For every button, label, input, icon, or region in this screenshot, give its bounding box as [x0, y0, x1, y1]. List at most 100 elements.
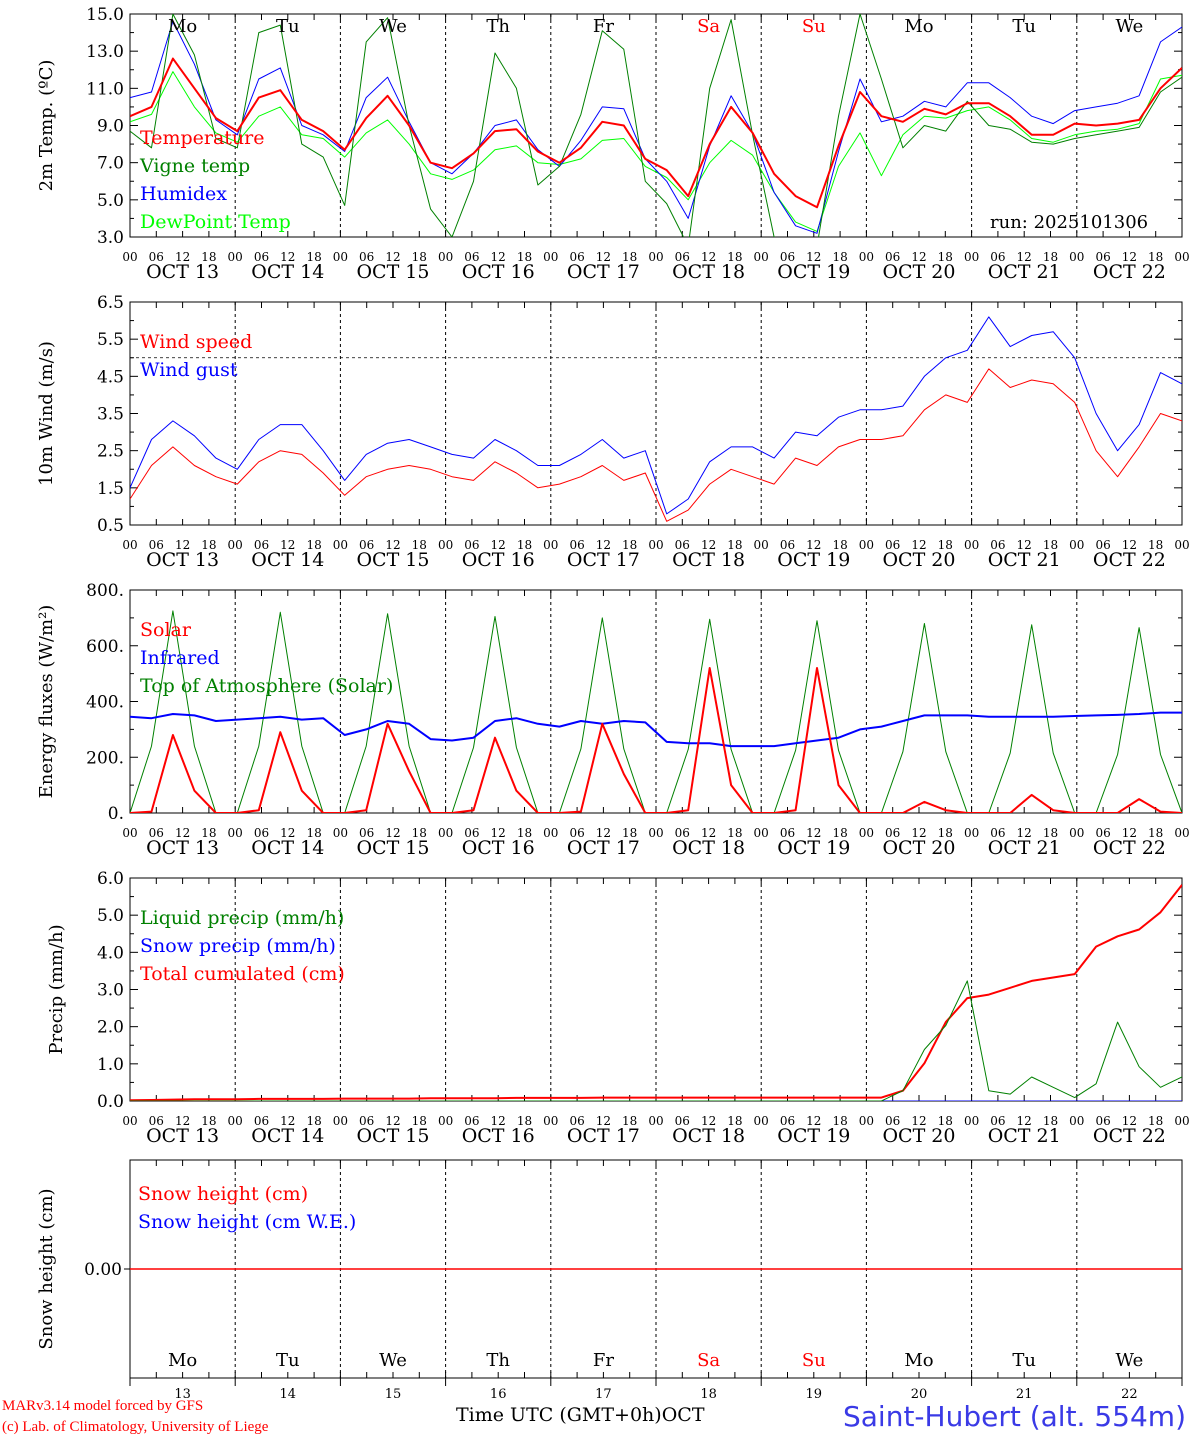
hour-tick-label: 06 [1095, 1114, 1110, 1128]
date-label: OCT 15 [356, 837, 429, 859]
panel-wind: 0.5 1.5 2.5 3.5 4.5 5.5 6.5 10m Wind (m/s) Wind … [36, 293, 1190, 571]
hour-tick-label: 12 [385, 250, 400, 264]
hour-tick-label: 18 [622, 826, 637, 840]
hour-tick-label: 00 [438, 538, 453, 552]
weekday-label: Mo [168, 16, 197, 37]
series-line-dewpoint-temp [130, 71, 1182, 232]
hour-tick-label: 00 [228, 826, 243, 840]
legend-entry: Wind speed [140, 331, 252, 353]
hour-tick-label: 12 [175, 826, 190, 840]
date-label: OCT 14 [251, 549, 324, 571]
hour-tick-label: 12 [806, 826, 821, 840]
hour-tick-label: 18 [727, 250, 742, 264]
hour-tick-label: 06 [990, 250, 1005, 264]
legend-entry: Humidex [140, 183, 227, 205]
y-axis-label: Energy fluxes (W/m²) [36, 605, 57, 799]
hour-tick-label: 00 [333, 826, 348, 840]
weekday-label: Th [486, 1350, 510, 1371]
hour-tick-label: 00 [964, 538, 979, 552]
date-label: OCT 13 [146, 837, 219, 859]
y-tick-label: 400. [86, 693, 124, 713]
hour-tick-label: 12 [596, 1114, 611, 1128]
weekday-label: We [379, 16, 407, 37]
date-label: OCT 20 [882, 261, 955, 283]
y-tick-label: 800. [86, 581, 124, 601]
hour-tick-label: 18 [1043, 250, 1058, 264]
series-line-wind-speed [130, 368, 1182, 522]
date-label: OCT 18 [672, 837, 745, 859]
date-label: OCT 20 [882, 1125, 955, 1147]
weekday-label: Su [802, 16, 826, 37]
date-label: OCT 19 [777, 549, 850, 571]
hour-tick-label: 06 [1095, 538, 1110, 552]
hour-tick-label: 18 [517, 1114, 532, 1128]
panel-frame [129, 589, 1183, 814]
day-number-label: 15 [385, 1387, 402, 1402]
hour-tick-label: 06 [359, 538, 374, 552]
legend-entry: Temperature [140, 127, 264, 149]
hour-tick-label: 18 [201, 250, 216, 264]
date-label: OCT 22 [1093, 549, 1166, 571]
hour-tick-label: 06 [569, 826, 584, 840]
weekday-label: We [1116, 16, 1144, 37]
hour-tick-label: 00 [438, 826, 453, 840]
date-label: OCT 15 [356, 549, 429, 571]
panel-precip: 0.0 1.0 2.0 3.0 4.0 5.0 6.0 Precip (mm/h) Liquid… [46, 869, 1190, 1147]
station-title: Saint-Hubert (alt. 554m) [842, 1400, 1186, 1433]
hour-tick-label: 00 [648, 538, 663, 552]
y-tick-label: 0.00 [84, 1260, 122, 1280]
hour-tick-label: 00 [333, 538, 348, 552]
legend-entry: Snow precip (mm/h) [140, 935, 336, 957]
hour-tick-label: 06 [780, 538, 795, 552]
hour-tick-label: 00 [122, 250, 137, 264]
series-line-vigne-temp [130, 14, 1182, 237]
hour-tick-label: 00 [648, 1114, 663, 1128]
hour-tick-label: 06 [885, 826, 900, 840]
hour-tick-label: 06 [990, 1114, 1005, 1128]
hour-tick-label: 06 [149, 250, 164, 264]
panel-snow: 0.00 Snow height (cm) Snow height (cm) Snow… [36, 1159, 1183, 1402]
y-tick-label: 600. [86, 637, 124, 657]
hour-tick-label: 06 [464, 826, 479, 840]
time-axis-label: Time UTC (GMT+0h)OCT [456, 1404, 705, 1426]
copyright-credit: (c) Lab. of Climatology, University of L… [2, 1419, 269, 1435]
hour-tick-label: 00 [648, 826, 663, 840]
hour-tick-label: 00 [438, 250, 453, 264]
hour-tick-label: 12 [1017, 538, 1032, 552]
hour-tick-label: 06 [885, 538, 900, 552]
hour-tick-label: 12 [806, 538, 821, 552]
hour-tick-label: 00 [228, 1114, 243, 1128]
hour-tick-label: 18 [306, 826, 321, 840]
series-line-top-of-atmosphere-solar [130, 610, 1182, 813]
hour-tick-label: 12 [701, 250, 716, 264]
hour-tick-label: 06 [675, 1114, 690, 1128]
weekday-label: Tu [1012, 1350, 1036, 1371]
weekday-label: Mo [904, 16, 933, 37]
hour-tick-label: 12 [491, 250, 506, 264]
hour-tick-label: 06 [359, 1114, 374, 1128]
hour-tick-label: 06 [780, 826, 795, 840]
series-line-liquid-precip-mm-h [130, 980, 1182, 1101]
hour-tick-label: 18 [727, 538, 742, 552]
weekday-label: Fr [593, 1350, 614, 1371]
date-label: OCT 22 [1093, 261, 1166, 283]
hour-tick-label: 18 [412, 250, 427, 264]
y-tick-label: 1.5 [97, 479, 124, 499]
hour-tick-label: 18 [938, 1114, 953, 1128]
hour-tick-label: 12 [1122, 250, 1137, 264]
hour-tick-label: 18 [412, 826, 427, 840]
hour-tick-label: 12 [1017, 826, 1032, 840]
date-label: OCT 18 [672, 1125, 745, 1147]
hour-tick-label: 18 [306, 1114, 321, 1128]
date-label: OCT 17 [567, 261, 640, 283]
legend-entry: Infrared [140, 647, 220, 669]
y-tick-label: 3.5 [97, 405, 124, 425]
hour-tick-label: 12 [911, 538, 926, 552]
hour-tick-label: 12 [701, 538, 716, 552]
hour-tick-label: 12 [491, 826, 506, 840]
hour-tick-label: 18 [622, 1114, 637, 1128]
date-label: OCT 18 [672, 549, 745, 571]
hour-tick-label: 18 [832, 538, 847, 552]
panel-frame [129, 13, 1183, 238]
